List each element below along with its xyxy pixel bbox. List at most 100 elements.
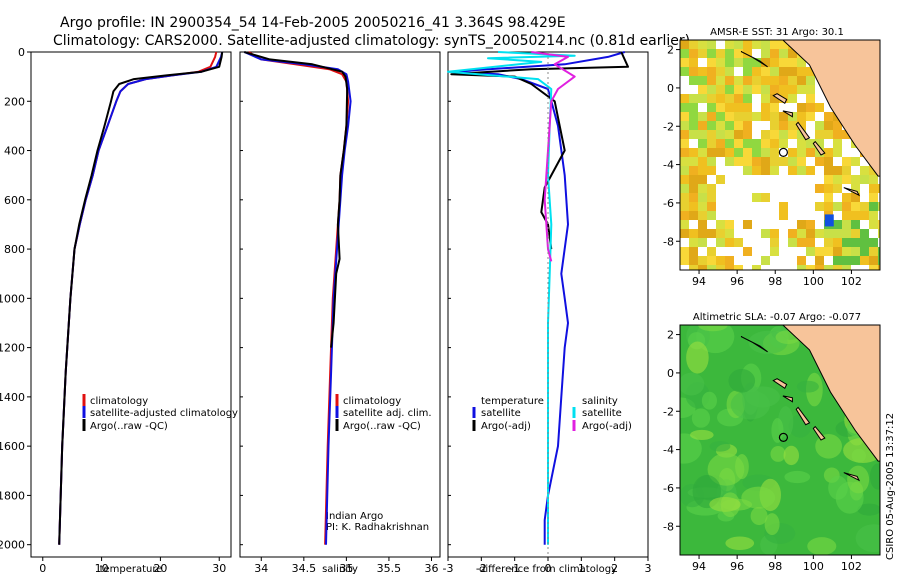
sst-pixel [788, 148, 797, 157]
sst-pixel [734, 112, 743, 121]
sst-pixel [842, 220, 851, 229]
sst-pixel [788, 238, 797, 247]
sst-pixel [824, 238, 833, 247]
sst-pixel [860, 202, 869, 211]
sst-pixel [725, 229, 734, 238]
sst-pixel [716, 175, 725, 184]
sst-pixel [698, 130, 707, 139]
sst-pixel [761, 166, 770, 175]
sst-pixel [797, 76, 806, 85]
sst-pixel [680, 157, 689, 166]
sst-pixel [833, 202, 842, 211]
sst-pixel [743, 94, 752, 103]
sst-pixel [842, 193, 851, 202]
sst-pixel [869, 238, 878, 247]
sst-pixel [698, 238, 707, 247]
sst-map-frame [679, 39, 881, 271]
sst-pixel [707, 49, 716, 58]
sst-pixel [779, 121, 788, 130]
sst-pixel [743, 166, 752, 175]
series-line-temperature-argo-adj- [450, 51, 629, 250]
sla-field-patch [771, 418, 784, 443]
sst-pixel [842, 130, 851, 139]
sst-pixel [824, 175, 833, 184]
sst-pixel [842, 175, 851, 184]
sst-pixel [689, 67, 698, 76]
sst-pixel [725, 58, 734, 67]
island [782, 395, 793, 403]
sst-pixel [788, 94, 797, 103]
sst-pixel [797, 139, 806, 148]
sst-pixel [725, 85, 734, 94]
sst-pixel [797, 130, 806, 139]
sst-pixel [779, 67, 788, 76]
sst-pixel [743, 130, 752, 139]
sst-pixel [680, 202, 689, 211]
sst-pixel [698, 220, 707, 229]
sst-pixel [707, 148, 716, 157]
x-tick-label: -1 [509, 562, 520, 575]
sst-pixel [779, 85, 788, 94]
sst-pixel [725, 76, 734, 85]
sst-pixel [689, 202, 698, 211]
sst-pixel [869, 265, 878, 270]
sst-pixel [770, 148, 779, 157]
sst-pixel [779, 58, 788, 67]
sst-pixel [743, 85, 752, 94]
island [740, 51, 768, 68]
salinity-panel: salinity climatology satellite adj. clim… [239, 51, 441, 575]
sst-pixel [698, 85, 707, 94]
temperature-xlabel: temperature [100, 564, 163, 575]
sst-pixel [743, 112, 752, 121]
legend-label-argo: Argo(..raw -QC) [90, 421, 168, 432]
sst-pixel [725, 265, 734, 270]
sst-pixel [689, 40, 698, 49]
island [812, 425, 826, 441]
sst-pixel [824, 265, 833, 270]
sst-pixel [806, 112, 815, 121]
sst-pixel [770, 139, 779, 148]
x-tick-label: -3 [443, 562, 454, 575]
sst-pixel [824, 247, 833, 256]
sla-field-patch [698, 325, 728, 332]
y-tick-label: 600 [4, 194, 25, 207]
sst-pixel [743, 58, 752, 67]
sst-pixel [779, 112, 788, 121]
sst-pixel [761, 85, 770, 94]
sst-pixel [797, 67, 806, 76]
sst-pixel [815, 157, 824, 166]
sst-pixel [788, 49, 797, 58]
title-line-1: Argo profile: IN 2900354_54 14-Feb-2005 … [60, 15, 566, 31]
sst-pixel [707, 211, 716, 220]
map-y-tick-label: -6 [663, 197, 674, 210]
sst-pixel [869, 211, 878, 220]
sst-pixel [851, 157, 860, 166]
difference-xlabel: difference from climatology [479, 564, 617, 575]
land-mass-sumatra [782, 40, 880, 177]
sst-pixel [851, 211, 860, 220]
sst-pixel [680, 175, 689, 184]
sla-field-patch [735, 454, 749, 480]
sst-pixel [689, 148, 698, 157]
sst-pixel [698, 229, 707, 238]
sst-pixel [815, 139, 824, 148]
island [772, 93, 788, 105]
sst-pixel [680, 193, 689, 202]
sst-pixel [788, 67, 797, 76]
sst-pixel [752, 193, 761, 202]
island [740, 336, 768, 353]
sst-pixel [806, 220, 815, 229]
sst-pixel [797, 148, 806, 157]
sst-pixel [779, 40, 788, 49]
sst-pixel [842, 256, 851, 265]
sst-pixel [725, 112, 734, 121]
sst-pixel [680, 247, 689, 256]
legend-label-climatology: climatology [343, 396, 401, 407]
sla-field-patch [764, 513, 780, 536]
sla-field-patch [709, 497, 741, 512]
sst-pixel [797, 112, 806, 121]
sla-field-patch [701, 391, 717, 410]
sst-pixel [770, 85, 779, 94]
sst-pixel [743, 148, 752, 157]
sst-pixel [680, 103, 689, 112]
